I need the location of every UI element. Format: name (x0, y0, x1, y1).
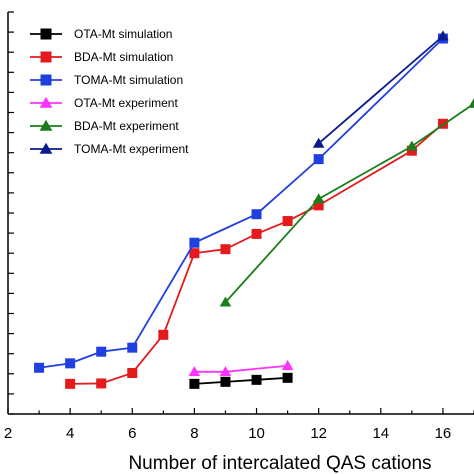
series-line (318, 35, 444, 145)
series-toma-mt-experiment (312, 30, 449, 148)
data-point (39, 119, 53, 131)
series-bda-mt-experiment (219, 97, 474, 307)
data-point (220, 376, 231, 387)
data-point (219, 296, 232, 307)
legend-label: OTA-Mt experiment (74, 96, 178, 110)
data-point (219, 366, 232, 377)
data-point (39, 96, 53, 108)
data-point (188, 366, 201, 377)
data-point (127, 342, 138, 353)
legend-label: TOMA-Mt simulation (74, 73, 183, 87)
data-point (437, 118, 448, 129)
data-point (468, 97, 474, 108)
data-point (251, 209, 262, 220)
legend-entry: BDA-Mt simulation (30, 50, 173, 64)
series-ota-mt-experiment (188, 360, 294, 377)
data-point (312, 193, 325, 204)
data-point (40, 28, 52, 40)
x-tick-label: 6 (128, 425, 136, 442)
data-point (127, 367, 138, 378)
data-point (189, 378, 200, 389)
data-point (406, 145, 417, 156)
legend-label: BDA-Mt experiment (74, 119, 179, 133)
legend-entry: BDA-Mt experiment (30, 119, 179, 133)
series-bda-mt-simulation (65, 118, 448, 389)
data-point (220, 244, 231, 255)
data-point (313, 154, 324, 165)
data-point (312, 137, 325, 148)
data-point (282, 372, 293, 383)
x-tick-label: 12 (310, 425, 327, 442)
data-point (40, 51, 52, 63)
legend-entry: OTA-Mt experiment (30, 96, 178, 110)
data-point (158, 329, 169, 340)
series-ota-mt-simulation (189, 372, 293, 389)
data-point (406, 140, 418, 151)
data-point (40, 74, 52, 86)
data-point (96, 346, 107, 357)
data-point (251, 374, 262, 385)
legend-label: OTA-Mt simulation (74, 27, 172, 41)
data-point (437, 30, 449, 41)
data-point (39, 142, 53, 154)
data-point (189, 237, 200, 248)
data-point (65, 358, 76, 369)
legend-entry: TOMA-Mt simulation (30, 73, 183, 87)
data-point (282, 216, 293, 227)
legend-entry: OTA-Mt simulation (30, 27, 172, 41)
axes: 2 4 6 8 10 12 14 16 (4, 11, 474, 442)
data-point (313, 200, 324, 211)
x-tick-label: 10 (248, 425, 265, 442)
data-point (251, 228, 262, 239)
x-tick-label: 8 (190, 425, 198, 442)
x-tick-label: 14 (372, 425, 389, 442)
x-tick-label: 4 (66, 425, 74, 442)
data-point (281, 360, 294, 371)
data-point (65, 378, 76, 389)
x-axis-title: Number of intercalated QAS cations (128, 453, 431, 474)
series-line (224, 102, 474, 303)
x-tick-label: 2 (4, 425, 12, 442)
legend: OTA-Mt simulation BDA-Mt simulation TOMA-M… (30, 27, 189, 156)
legend-entry: TOMA-Mt experiment (30, 142, 189, 156)
legend-label: BDA-Mt simulation (74, 50, 173, 64)
series-line (194, 364, 288, 373)
series-layer (34, 30, 474, 389)
data-point (34, 362, 45, 373)
series-line (194, 376, 288, 385)
legend-label: TOMA-Mt experiment (74, 142, 189, 156)
data-point (96, 378, 107, 389)
data-point (189, 248, 200, 259)
x-tick-label: 16 (435, 425, 452, 442)
series-line (70, 123, 444, 385)
series-line (38, 37, 444, 369)
